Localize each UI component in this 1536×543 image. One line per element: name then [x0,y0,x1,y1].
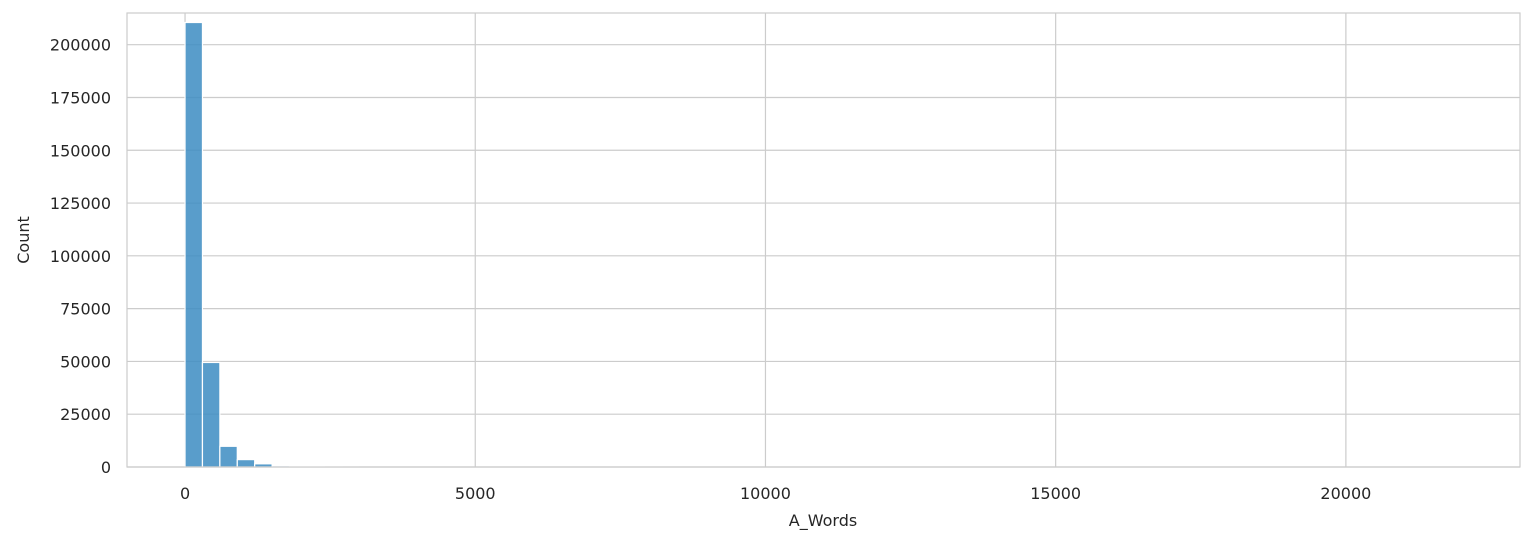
histogram-bars [184,21,360,468]
y-axis-label: Count [14,216,33,264]
y-tick-label-1: 25000 [60,405,111,424]
y-tick-label-5: 125000 [50,194,111,213]
y-tick-label-2: 50000 [60,352,111,371]
histogram-bar-1 [201,361,221,468]
x-axis-ticks: 0 5000 10000 15000 20000 [180,484,1371,503]
x-tick-label-0: 0 [180,484,190,503]
y-tick-label-4: 100000 [50,247,111,266]
histogram-bar-0 [184,21,204,468]
x-tick-label-3: 15000 [1030,484,1081,503]
x-tick-label-1: 5000 [455,484,496,503]
x-axis-label: A_Words [789,511,857,531]
y-axis-ticks: 0 25000 50000 75000 100000 125000 150000 175000… [50,36,111,477]
x-tick-label-2: 10000 [740,484,791,503]
y-tick-label-7: 175000 [50,88,111,107]
grid-lines [127,13,1520,468]
histogram-bar-2 [219,445,238,468]
y-tick-label-3: 75000 [60,300,111,319]
y-tick-label-0: 0 [101,458,111,477]
y-tick-label-8: 200000 [50,36,111,55]
x-tick-label-4: 20000 [1320,484,1371,503]
plot-frame [126,12,1521,468]
y-tick-label-6: 150000 [50,141,111,160]
histogram-bar-3 [236,459,256,468]
